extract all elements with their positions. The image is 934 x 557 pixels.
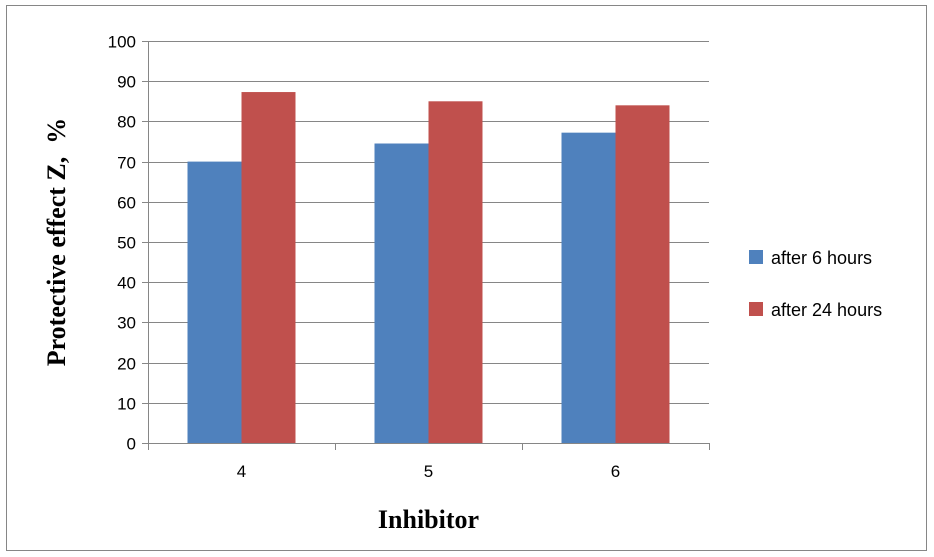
y-tick-labels: 0 10 20 30 40 50 60 70 80 90 100 [108,33,136,454]
axes [148,41,709,444]
y-tick-label: 40 [117,274,136,293]
bars [187,92,670,444]
y-axis-title: Protective effect Z, % [42,118,71,367]
x-tick-label: 4 [237,462,246,481]
y-tick-label: 50 [117,234,136,253]
y-tick-label: 30 [117,314,136,333]
bar-after-24-hours-4 [241,92,296,443]
bar-after-24-hours-6 [615,105,670,443]
x-axis-title: Inhibitor [378,505,479,534]
x-tick-label: 6 [611,462,620,481]
legend-label: after 6 hours [771,248,872,268]
x-tick-label: 5 [424,462,433,481]
legend-swatch [749,302,763,316]
x-tick-labels: 4 5 6 [237,462,620,481]
y-tick-label: 60 [117,194,136,213]
legend-swatch [749,250,763,264]
bar-after-6-hours-5 [374,143,429,443]
bar-after-6-hours-6 [561,132,616,443]
y-tick-label: 90 [117,73,136,92]
y-tick-label: 70 [117,154,136,173]
y-tick-label: 20 [117,355,136,374]
y-tick-label: 10 [117,395,136,414]
legend: after 6 hours after 24 hours [749,248,882,320]
y-tick-label: 100 [108,33,136,52]
y-tick-label: 0 [127,435,136,454]
y-tick-label: 80 [117,113,136,132]
legend-label: after 24 hours [771,300,882,320]
bar-after-24-hours-5 [428,101,483,444]
bar-after-6-hours-4 [187,161,242,443]
